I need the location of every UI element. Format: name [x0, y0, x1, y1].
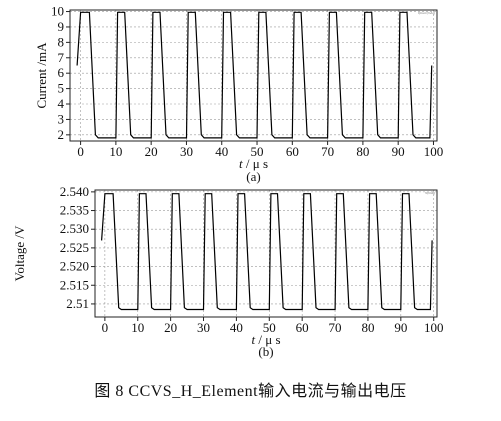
y-axis-label: Voltage /V	[12, 225, 27, 281]
y-tick-label: 2.515	[60, 277, 89, 292]
chart-panel-1: 0 10 20 30 40 50 60 70 80 90 1002345678910Current …	[34, 4, 443, 184]
x-tick-label: 10	[109, 144, 122, 159]
y-tick-label: 2.535	[60, 203, 89, 218]
corner-tag: I(Curr(mA))	[418, 11, 435, 15]
x-tick-label: 100	[424, 320, 444, 335]
y-tick-label: 7	[58, 50, 65, 65]
x-tick-label: 30	[197, 320, 210, 335]
y-tick-label: 8	[58, 34, 65, 49]
x-tick-label: 80	[356, 144, 369, 159]
corner-tag: V(Out)	[425, 191, 435, 195]
x-tick-label: 40	[215, 144, 228, 159]
x-tick-label: 20	[145, 144, 158, 159]
panel-label: (b)	[258, 344, 273, 359]
x-tick-label: 0	[102, 320, 109, 335]
x-tick-label: 30	[180, 144, 193, 159]
x-tick-label: 40	[230, 320, 243, 335]
series-line	[76, 11, 433, 139]
x-axis-label-unit: / μ s	[258, 332, 280, 347]
x-axis-label-var: t	[239, 156, 246, 171]
y-tick-label: 2.525	[60, 240, 89, 255]
plot-frame	[69, 9, 438, 142]
x-axis-label-unit: / μ s	[246, 156, 268, 171]
chart-panel-2: 0 10 20 30 40 50 60 70 80 90 100 2.51 2.515 2.520 2.52…	[12, 184, 443, 359]
y-tick-label: 3	[58, 111, 65, 126]
y-tick-label: 2.51	[66, 296, 89, 311]
x-tick-label: 20	[164, 320, 177, 335]
x-tick-label: 90	[394, 320, 407, 335]
panel-label: (a)	[246, 169, 260, 184]
x-tick-label: 60	[296, 320, 309, 335]
y-tick-label: 5	[58, 81, 65, 96]
y-tick-label: 2.530	[60, 221, 89, 236]
x-tick-label: 90	[392, 144, 405, 159]
y-tick-label: 2.520	[60, 259, 89, 274]
x-tick-label: 0	[77, 144, 84, 159]
x-tick-label: 60	[286, 144, 299, 159]
x-tick-label: 70	[329, 320, 342, 335]
x-tick-label: 80	[361, 320, 374, 335]
y-tick-label: 10	[51, 4, 64, 19]
x-axis-label: t / μ s	[251, 332, 280, 347]
x-axis-label: t / μ s	[239, 156, 268, 171]
x-tick-label: 10	[131, 320, 144, 335]
y-axis-label: Current /mA	[34, 42, 49, 109]
y-tick-label: 2.540	[60, 184, 89, 199]
plot-frame	[94, 189, 438, 318]
x-axis-label-var: t	[251, 332, 258, 347]
x-tick-label: 50	[263, 320, 276, 335]
x-tick-label: 100	[424, 144, 444, 159]
x-tick-label: 50	[251, 144, 264, 159]
y-tick-label: 9	[58, 19, 65, 34]
x-tick-label: 70	[321, 144, 334, 159]
y-tick-label: 6	[58, 65, 65, 80]
series-line	[101, 193, 433, 311]
y-tick-label: 4	[58, 96, 65, 111]
y-tick-label: 2	[58, 127, 65, 142]
figure-caption: 图 8 CCVS_H_Element输入电流与输出电压	[94, 383, 407, 400]
